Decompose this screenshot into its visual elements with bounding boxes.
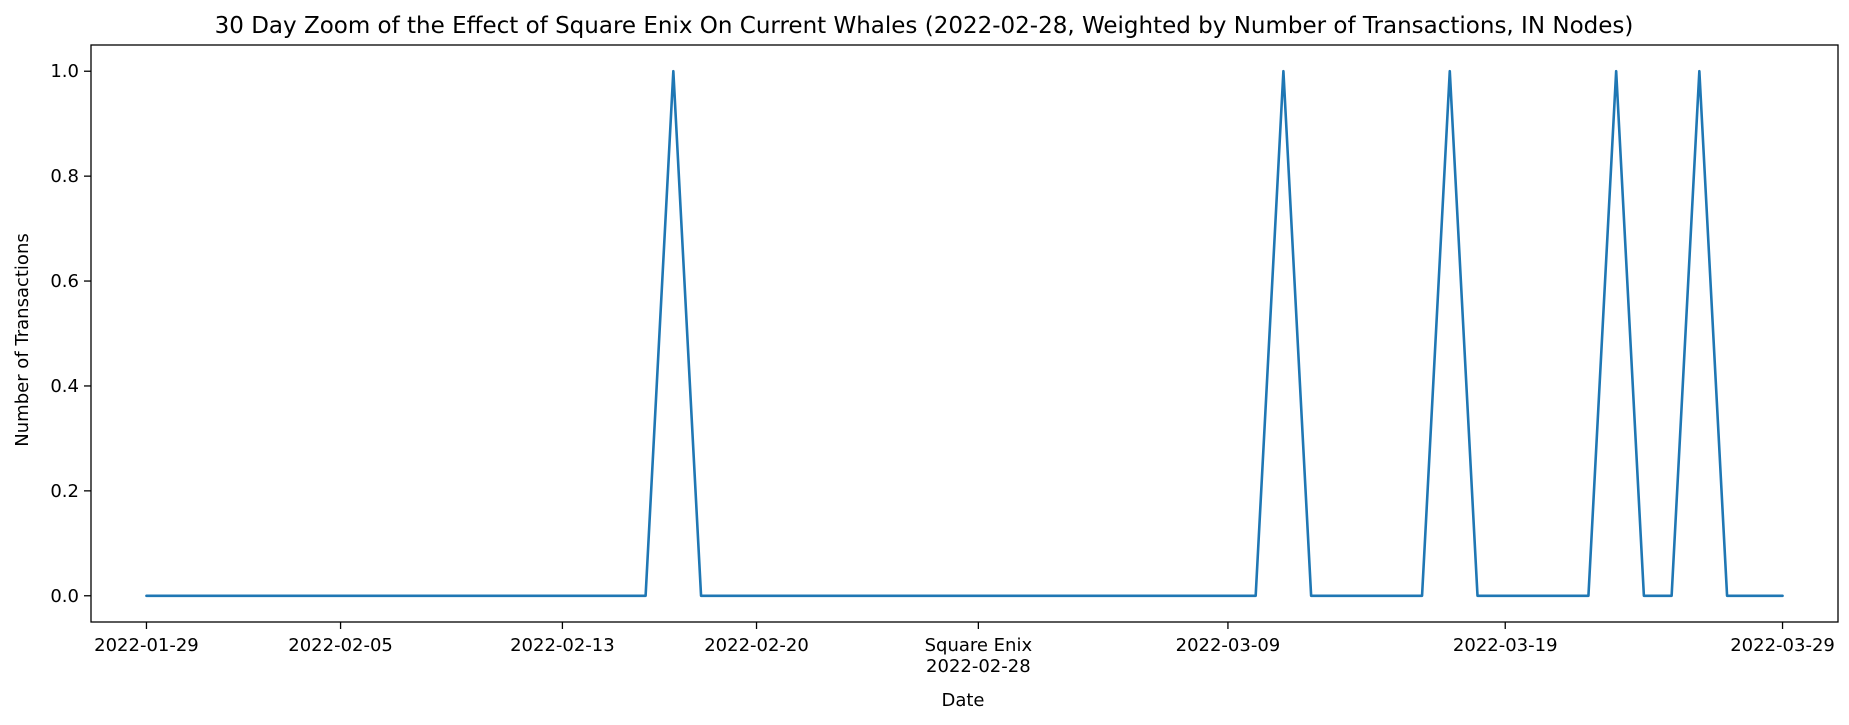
y-axis: 0.0 0.2 0.4 0.6 0.8 1.0 — [50, 61, 91, 607]
x-axis-label: Date — [941, 690, 984, 711]
y-tick-label: 1.0 — [50, 61, 79, 82]
y-tick-label: 0.0 — [50, 586, 79, 607]
y-tick-label: 0.4 — [50, 376, 79, 397]
x-tick-label: Square Enix 2022-02-28 — [925, 635, 1033, 677]
y-tick-label: 0.6 — [50, 271, 79, 292]
x-tick-label: 2022-03-29 — [1730, 635, 1835, 656]
x-tick-label: 2022-02-05 — [288, 635, 393, 656]
plot-frame — [90, 44, 1839, 623]
y-axis-label: Number of Transactions — [12, 233, 33, 446]
y-tick-label: 0.8 — [50, 166, 79, 187]
x-tick-label: 2022-03-09 — [1176, 635, 1281, 656]
y-tick-label: 0.2 — [50, 481, 79, 502]
x-tick-label: 2022-02-13 — [510, 635, 615, 656]
x-tick-label: 2022-02-20 — [704, 635, 809, 656]
series-line-0 — [145, 69, 1784, 598]
plot-area — [90, 44, 1839, 623]
x-axis: 2022-01-29 2022-02-05 2022-02-13 2022-02-20… — [94, 622, 1835, 677]
chart-title: 30 Day Zoom of the Effect of Square Enix… — [215, 13, 1634, 39]
x-tick-label: 2022-03-19 — [1453, 635, 1558, 656]
x-tick-label: 2022-01-29 — [94, 635, 199, 656]
